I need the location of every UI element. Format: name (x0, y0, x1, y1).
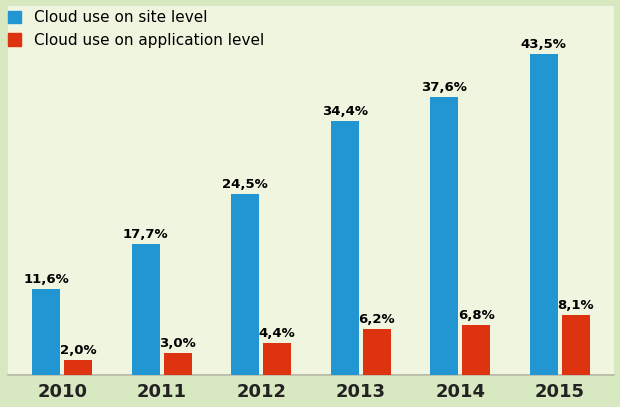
Bar (463, 325, 490, 375)
Bar (32, 289, 60, 375)
Bar (164, 353, 192, 375)
Text: 43,5%: 43,5% (521, 37, 567, 50)
Text: 11,6%: 11,6% (24, 274, 69, 287)
Bar (64, 360, 92, 375)
Text: 6,8%: 6,8% (458, 309, 495, 322)
Bar (562, 315, 590, 375)
Bar (231, 194, 259, 375)
Bar (530, 54, 558, 375)
Bar (331, 121, 359, 375)
Bar (363, 329, 391, 375)
Text: 2,0%: 2,0% (60, 344, 97, 357)
Bar (430, 97, 458, 375)
Text: 8,1%: 8,1% (557, 299, 594, 312)
Text: 17,7%: 17,7% (123, 228, 169, 241)
Bar (264, 343, 291, 375)
Text: 6,2%: 6,2% (358, 313, 395, 326)
Text: 34,4%: 34,4% (322, 105, 368, 118)
Text: 37,6%: 37,6% (422, 81, 467, 94)
Bar (132, 244, 160, 375)
Text: 24,5%: 24,5% (223, 178, 268, 191)
Legend: Cloud use on site level, Cloud use on application level: Cloud use on site level, Cloud use on ap… (3, 6, 268, 53)
Text: 3,0%: 3,0% (159, 337, 196, 350)
Text: 4,4%: 4,4% (259, 327, 296, 339)
